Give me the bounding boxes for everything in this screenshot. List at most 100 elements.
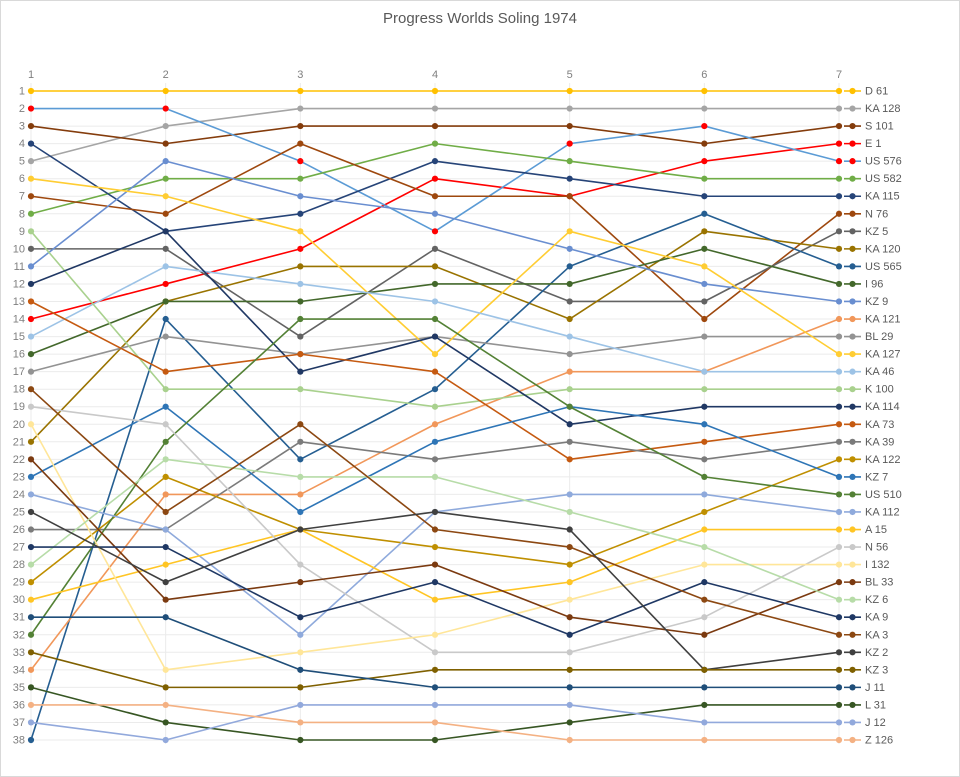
data-point-ka-46 — [431, 298, 439, 305]
y-tick-label: 4 — [19, 138, 25, 150]
y-tick-label: 13 — [13, 296, 25, 308]
data-point-n-56 — [566, 649, 573, 656]
data-point-bl-29 — [27, 368, 35, 375]
data-point-kz-5 — [297, 333, 304, 340]
data-point-ka-46 — [701, 368, 708, 375]
data-point-ka-115 — [27, 140, 35, 147]
legend-marker-swatch — [849, 403, 856, 410]
data-point-ka-73 — [835, 421, 843, 428]
data-point-kz-6 — [431, 473, 439, 480]
data-point-i-132 — [566, 596, 573, 603]
data-point-kz-5 — [431, 245, 439, 252]
data-point-ka-9 — [701, 579, 708, 586]
data-point-ka-120 — [297, 263, 304, 270]
data-point-kz-9 — [701, 280, 708, 288]
data-point-ka-114 — [701, 403, 708, 410]
legend-marker-swatch — [849, 631, 856, 638]
data-point-kz-6 — [27, 561, 35, 568]
data-point-j-12 — [297, 701, 304, 709]
legend-item-kz-6: KZ 6 — [844, 594, 888, 606]
data-point-j-11 — [566, 684, 573, 691]
data-point-ka-39 — [297, 438, 304, 445]
legend-item-ka-3: KA 3 — [844, 629, 888, 641]
data-point-bl-33 — [431, 561, 439, 568]
data-point-ka-39 — [701, 456, 708, 463]
legend-marker-swatch — [849, 280, 856, 288]
legend-item-ka-120: KA 120 — [844, 243, 900, 255]
y-tick-label: 29 — [13, 577, 25, 589]
data-point-ka-120 — [431, 263, 439, 270]
data-point-j-11 — [431, 684, 439, 691]
series-d-61 — [27, 87, 843, 95]
data-point-e-1 — [162, 280, 169, 288]
data-point-k-100 — [701, 386, 708, 393]
data-point-i-132 — [27, 421, 35, 428]
data-point-ka-73 — [297, 351, 304, 358]
legend-label: I 132 — [865, 559, 889, 571]
data-point-ka-114 — [431, 333, 439, 340]
data-point-e-1 — [297, 245, 304, 252]
legend-item-ka-39: KA 39 — [844, 436, 894, 448]
series-ka-127 — [27, 175, 843, 358]
data-point-kz-6 — [566, 508, 573, 516]
series-ka-128 — [27, 105, 843, 165]
data-point-ka-127 — [566, 228, 573, 235]
data-point-us-582 — [835, 175, 843, 182]
data-point-d-61 — [835, 87, 843, 95]
data-point-us-582 — [701, 175, 708, 182]
series-ka-9 — [27, 543, 843, 638]
data-point-z-126 — [162, 701, 169, 709]
data-point-n-56 — [701, 614, 708, 621]
data-point-j-12 — [566, 701, 573, 709]
legend-label: L 31 — [865, 699, 886, 711]
data-point-us-565 — [835, 263, 843, 270]
data-point-ka-112 — [701, 491, 708, 498]
data-point-us-565 — [27, 736, 35, 744]
data-point-ka-121 — [835, 315, 843, 323]
data-point-us-576 — [566, 140, 573, 147]
data-point-ka-115 — [297, 210, 304, 217]
series-kz-3 — [27, 649, 843, 691]
legend-marker-swatch — [849, 508, 856, 516]
data-point-kz-2 — [431, 508, 439, 516]
legend-label: BL 29 — [865, 331, 893, 343]
legend-marker-swatch — [849, 140, 856, 147]
data-point-kz-3 — [566, 666, 573, 673]
data-point-us-565 — [162, 315, 169, 323]
series-n-76 — [27, 140, 843, 323]
data-point-ka-127 — [835, 351, 843, 358]
data-point-n-56 — [431, 649, 439, 656]
series-s-101 — [27, 122, 843, 147]
data-point-ka-121 — [431, 421, 439, 428]
data-point-us-510 — [27, 631, 35, 638]
data-point-ka-46 — [162, 263, 169, 270]
data-point-ka-39 — [431, 456, 439, 463]
x-tick-label: 1 — [28, 69, 34, 81]
data-point-kz-5 — [162, 245, 169, 252]
data-point-ka-39 — [835, 438, 843, 445]
legend-marker-swatch — [849, 614, 856, 621]
data-point-us-582 — [162, 175, 169, 182]
data-point-us-576 — [162, 105, 169, 112]
data-point-ka-114 — [297, 368, 304, 375]
data-point-us-565 — [701, 210, 708, 217]
data-point-d-61 — [297, 87, 304, 95]
legend-marker-swatch — [849, 719, 856, 726]
data-point-i-96 — [27, 351, 35, 358]
legend-label: KZ 9 — [865, 296, 888, 308]
legend-marker-swatch — [849, 175, 856, 182]
legend-marker-swatch — [849, 105, 856, 112]
data-point-j-12 — [431, 701, 439, 709]
data-point-d-61 — [27, 87, 35, 95]
series-us-510 — [27, 315, 843, 638]
y-tick-label: 19 — [13, 401, 25, 413]
legend-marker-swatch — [849, 193, 856, 200]
y-tick-label: 2 — [19, 103, 25, 115]
legend-label: N 76 — [865, 208, 888, 220]
data-point-k-100 — [566, 386, 573, 393]
data-point-l-31 — [431, 736, 439, 744]
data-point-ka-128 — [701, 105, 708, 112]
data-point-i-96 — [701, 245, 708, 252]
data-point-n-76 — [27, 193, 35, 200]
legend-label: J 11 — [865, 682, 885, 694]
